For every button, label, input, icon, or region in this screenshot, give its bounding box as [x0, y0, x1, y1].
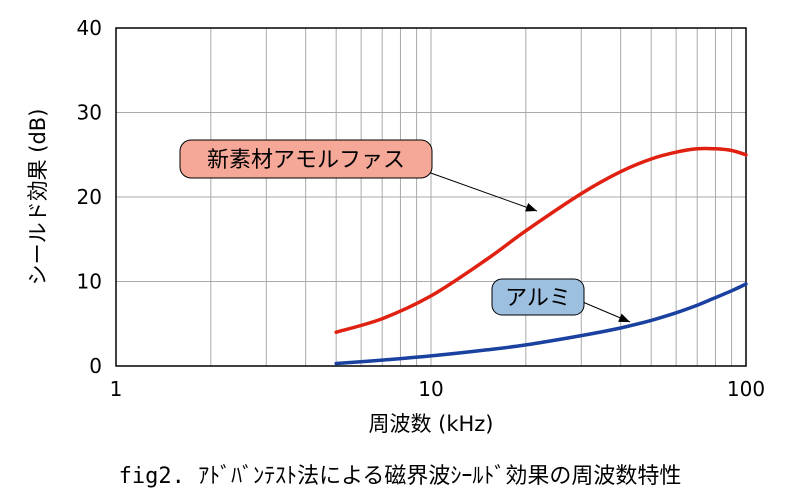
callout-box-amorphous	[179, 139, 433, 179]
grid	[116, 28, 746, 366]
x-tick-label: 100	[727, 377, 765, 401]
y-tick-label: 10	[77, 270, 102, 294]
callout-arrow-amorphous	[427, 171, 538, 212]
callout-amorphous: 新素材アモルファス	[179, 139, 538, 212]
x-axis-title: 周波数 (kHz)	[368, 412, 493, 436]
y-axis-title: シールド効果 (dB)	[26, 109, 50, 286]
y-tick-label: 40	[77, 16, 102, 40]
callout-box-aluminum	[491, 278, 585, 316]
callout-arrowhead-amorphous	[525, 203, 537, 212]
series-line-0	[334, 146, 748, 334]
y-tick-label: 30	[77, 101, 102, 125]
series-layer	[334, 146, 748, 366]
x-tick-label: 1	[110, 377, 123, 401]
callout-label-amorphous: 新素材アモルファス	[207, 148, 405, 173]
y-tick-labels: 0 10 20 30 40	[77, 16, 102, 378]
figure-caption: fig2. ｱﾄﾞﾊﾞﾝﾃｽﾄ法による磁界波ｼｰﾙﾄﾞ効果の周波数特性	[118, 464, 682, 489]
callout-aluminum: アルミ	[491, 278, 631, 323]
y-tick-label: 0	[89, 354, 102, 378]
callout-arrowhead-aluminum	[618, 313, 630, 322]
y-tick-label: 20	[77, 185, 102, 209]
x-tick-labels: 1 10 100	[110, 377, 765, 401]
series-line-1	[334, 282, 748, 366]
plot-frame	[115, 27, 747, 367]
x-tick-label: 10	[418, 377, 443, 401]
callout-label-aluminum: アルミ	[505, 286, 571, 311]
